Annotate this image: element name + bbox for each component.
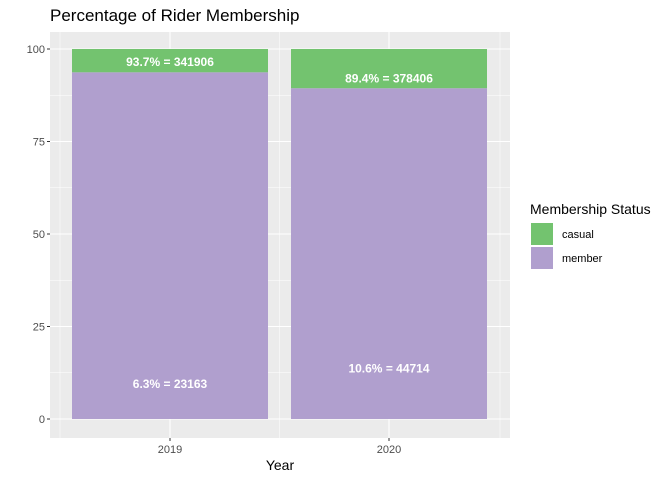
- data-label: 6.3% = 23163: [133, 377, 208, 391]
- x-axis-title: Year: [266, 457, 295, 473]
- chart-title: Percentage of Rider Membership: [50, 6, 299, 25]
- y-tick-label: 50: [33, 229, 45, 241]
- bar-segment-member-2019: [72, 72, 268, 419]
- legend-label-member: member: [562, 253, 603, 265]
- x-tick-label: 2020: [377, 444, 401, 456]
- y-tick-label: 0: [39, 414, 45, 426]
- y-tick-label: 100: [27, 44, 45, 56]
- bar-segment-casual-2020: [291, 49, 487, 89]
- bar-segment-casual-2019: [72, 49, 268, 73]
- legend: Membership Status casual member: [530, 201, 651, 269]
- data-labels: 93.7% = 341906 89.4% = 378406 6.3% = 23163…: [126, 55, 433, 391]
- data-label: 10.6% = 44714: [348, 362, 429, 376]
- legend-key-member: [531, 247, 553, 269]
- y-tick-label: 75: [33, 137, 45, 149]
- data-label: 89.4% = 378406: [345, 72, 433, 86]
- y-tick-label: 25: [33, 322, 45, 334]
- y-axis: 0 25 50 75 100: [27, 44, 50, 426]
- legend-label-casual: casual: [562, 229, 594, 241]
- legend-title: Membership Status: [530, 201, 651, 217]
- legend-key-casual: [531, 223, 553, 245]
- bar-segment-member-2020: [291, 88, 487, 419]
- bars: [72, 49, 487, 419]
- x-tick-label: 2019: [158, 444, 182, 456]
- x-axis: 2019 2020: [158, 438, 401, 456]
- data-label: 93.7% = 341906: [126, 55, 214, 69]
